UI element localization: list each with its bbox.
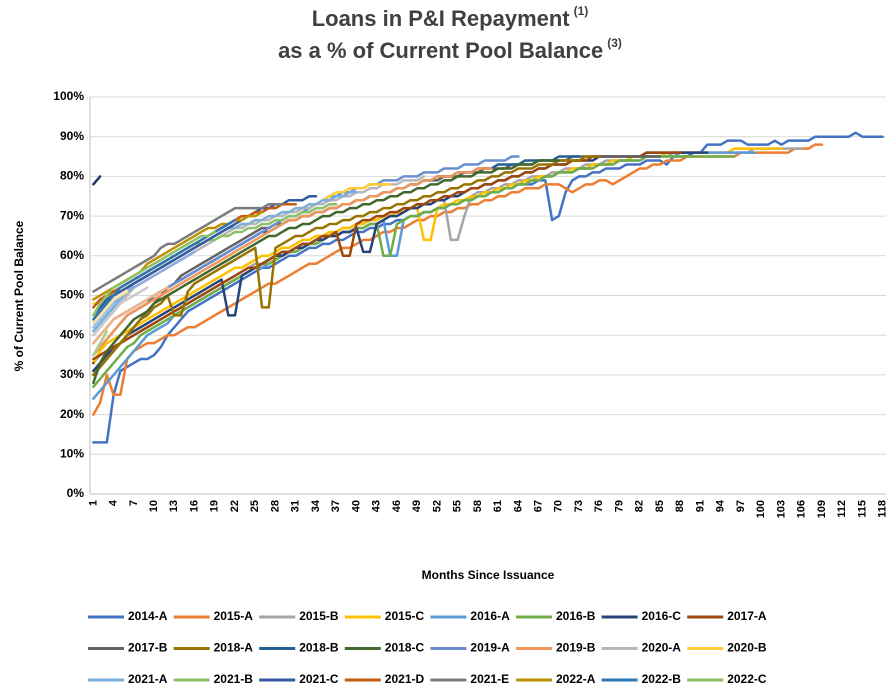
- x-tick-label: 16: [188, 500, 200, 512]
- x-tick-label: 31: [290, 500, 302, 512]
- legend-label: 2017-A: [727, 609, 767, 623]
- x-tick-label: 10: [148, 500, 160, 512]
- legend-label: 2017-B: [128, 641, 168, 655]
- series-line: [92, 151, 682, 361]
- legend-label: 2020-A: [642, 641, 682, 655]
- series-line: [92, 202, 284, 293]
- legend-label: 2015-A: [214, 609, 254, 623]
- series-line: [92, 151, 709, 373]
- legend-label: 2016-C: [642, 609, 682, 623]
- x-tick-label: 1: [87, 500, 99, 506]
- title-note: (1): [574, 4, 589, 18]
- legend-label: 2019-A: [470, 641, 510, 655]
- legend-label: 2015-B: [299, 609, 339, 623]
- x-tick-label: 61: [492, 500, 504, 512]
- x-tick-label: 103: [775, 500, 787, 518]
- x-tick-label: 13: [168, 500, 180, 512]
- series-line: [92, 167, 493, 357]
- legend-label: 2021-A: [128, 672, 168, 686]
- x-tick-label: 43: [371, 500, 383, 512]
- x-tick-label: 109: [816, 500, 828, 518]
- x-tick-label: 85: [654, 500, 666, 512]
- x-tick-label: 22: [229, 500, 241, 512]
- title-note: (3): [607, 36, 622, 50]
- x-tick-label: 49: [411, 500, 423, 512]
- y-axis-title: % of Current Pool Balance: [12, 220, 26, 371]
- title-line: Loans in P&I Repayment: [312, 6, 571, 31]
- legend-label: 2022-A: [556, 672, 596, 686]
- x-tick-label: 37: [330, 500, 342, 512]
- y-tick-label: 10%: [60, 446, 84, 460]
- x-tick-label: 28: [269, 500, 281, 512]
- x-axis-title: Months Since Issuance: [422, 568, 555, 582]
- x-tick-label: 88: [674, 500, 686, 512]
- x-tick-label: 52: [431, 500, 443, 512]
- series-line: [92, 329, 109, 357]
- x-tick-label: 91: [694, 500, 706, 512]
- series-line: [92, 286, 169, 345]
- x-tick-label: 58: [472, 500, 484, 512]
- legend-label: 2014-A: [128, 609, 168, 623]
- legend-label: 2015-C: [385, 609, 425, 623]
- legend-label: 2016-B: [556, 609, 596, 623]
- x-tick-label: 70: [553, 500, 565, 512]
- series-line: [92, 155, 736, 389]
- y-tick-label: 20%: [60, 407, 84, 421]
- series-line: [92, 175, 102, 186]
- y-tick-label: 70%: [60, 208, 84, 222]
- x-tick-label: 76: [593, 500, 605, 512]
- x-tick-label: 79: [613, 500, 625, 512]
- x-tick-label: 118: [877, 500, 889, 518]
- y-tick-label: 40%: [60, 327, 84, 341]
- legend-label: 2021-D: [385, 672, 425, 686]
- legend-label: 2016-A: [470, 609, 510, 623]
- x-tick-label: 40: [350, 500, 362, 512]
- x-tick-label: 19: [209, 500, 221, 512]
- y-tick-label: 100%: [53, 89, 84, 103]
- x-tick-label: 97: [735, 500, 747, 512]
- legend-label: 2020-B: [727, 641, 767, 655]
- series-line: [92, 155, 601, 377]
- legend-label: 2022-B: [642, 672, 682, 686]
- legend-label: 2021-E: [470, 672, 509, 686]
- x-tick-label: 4: [108, 499, 120, 506]
- legend-label: 2018-C: [385, 641, 425, 655]
- x-tick-label: 7: [128, 500, 140, 506]
- x-tick-label: 106: [796, 500, 808, 518]
- legend-label: 2021-B: [214, 672, 254, 686]
- y-tick-label: 90%: [60, 129, 84, 143]
- y-tick-label: 0%: [67, 486, 85, 500]
- title-line: as a % of Current Pool Balance: [278, 38, 603, 63]
- legend-label: 2018-B: [299, 641, 339, 655]
- series-line: [92, 302, 115, 329]
- series-line: [92, 159, 561, 385]
- y-tick-label: 80%: [60, 169, 84, 183]
- x-tick-label: 94: [715, 499, 727, 512]
- x-tick-label: 46: [391, 500, 403, 512]
- x-tick-label: 55: [452, 500, 464, 512]
- x-tick-label: 25: [249, 500, 261, 512]
- x-tick-label: 67: [532, 500, 544, 512]
- x-tick-label: 34: [310, 499, 322, 512]
- x-tick-label: 100: [755, 500, 767, 518]
- legend-label: 2022-C: [727, 672, 767, 686]
- legend-label: 2021-C: [299, 672, 339, 686]
- x-tick-label: 112: [836, 500, 848, 518]
- x-tick-label: 82: [634, 500, 646, 512]
- y-tick-label: 30%: [60, 367, 84, 381]
- x-tick-label: 73: [573, 500, 585, 512]
- legend-label: 2019-B: [556, 641, 596, 655]
- legend-label: 2018-A: [214, 641, 254, 655]
- series-line: [92, 286, 149, 337]
- series-line: [92, 230, 217, 317]
- x-tick-label: 64: [512, 499, 524, 512]
- chart-title: as a % of Current Pool Balance (3): [278, 36, 622, 63]
- x-tick-label: 115: [856, 500, 868, 518]
- y-tick-label: 50%: [60, 288, 84, 302]
- y-tick-label: 60%: [60, 248, 84, 262]
- series-line: [92, 290, 129, 325]
- chart-title: Loans in P&I Repayment (1): [312, 4, 589, 31]
